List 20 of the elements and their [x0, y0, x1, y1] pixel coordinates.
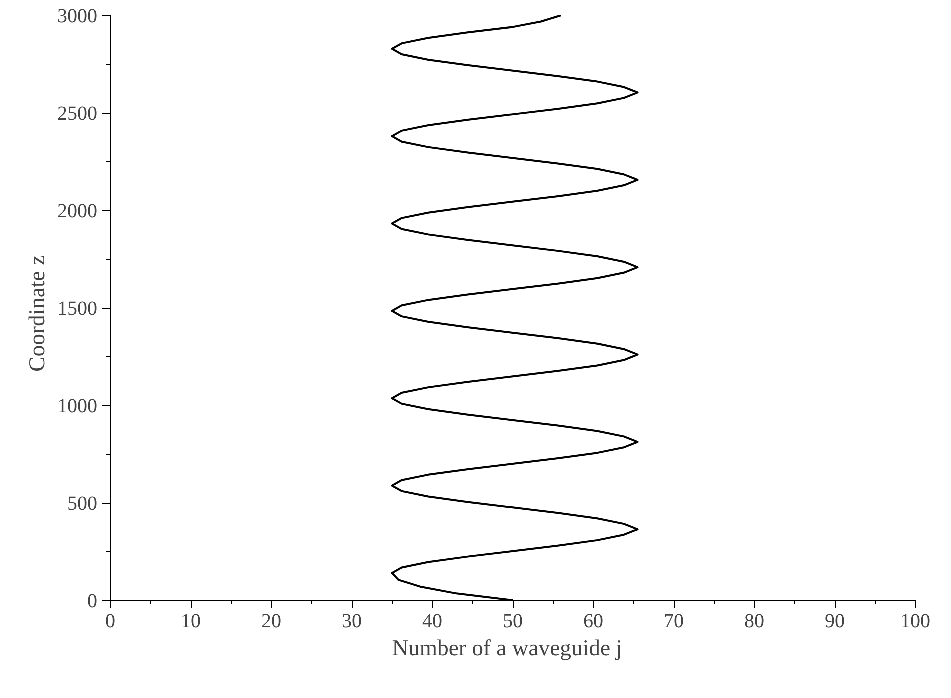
y-tick-label: 0	[88, 590, 98, 612]
x-tick-label: 10	[181, 610, 201, 632]
y-tick-label: 1000	[58, 396, 98, 418]
x-axis-title: Number of a waveguide j	[392, 636, 622, 660]
y-axis-title: Coordinate z	[24, 255, 50, 372]
x-tick-label: 80	[744, 610, 764, 632]
x-tick-label: 70	[664, 610, 684, 632]
x-tick-label: 0	[106, 610, 116, 632]
x-tick-label: 100	[900, 610, 930, 632]
y-tick-label: 2500	[58, 103, 98, 125]
y-tick-label: 2000	[58, 200, 98, 222]
x-tick-label: 60	[584, 610, 604, 632]
y-tick-label: 1500	[58, 298, 98, 320]
x-tick-label: 20	[262, 610, 282, 632]
y-tick-label: 500	[68, 493, 98, 515]
x-tick-label: 30	[342, 610, 362, 632]
x-tick-label: 40	[422, 610, 442, 632]
y-tick-label: 3000	[58, 6, 98, 28]
x-tick-label: 90	[825, 610, 845, 632]
x-tick-label: 50	[503, 610, 523, 632]
